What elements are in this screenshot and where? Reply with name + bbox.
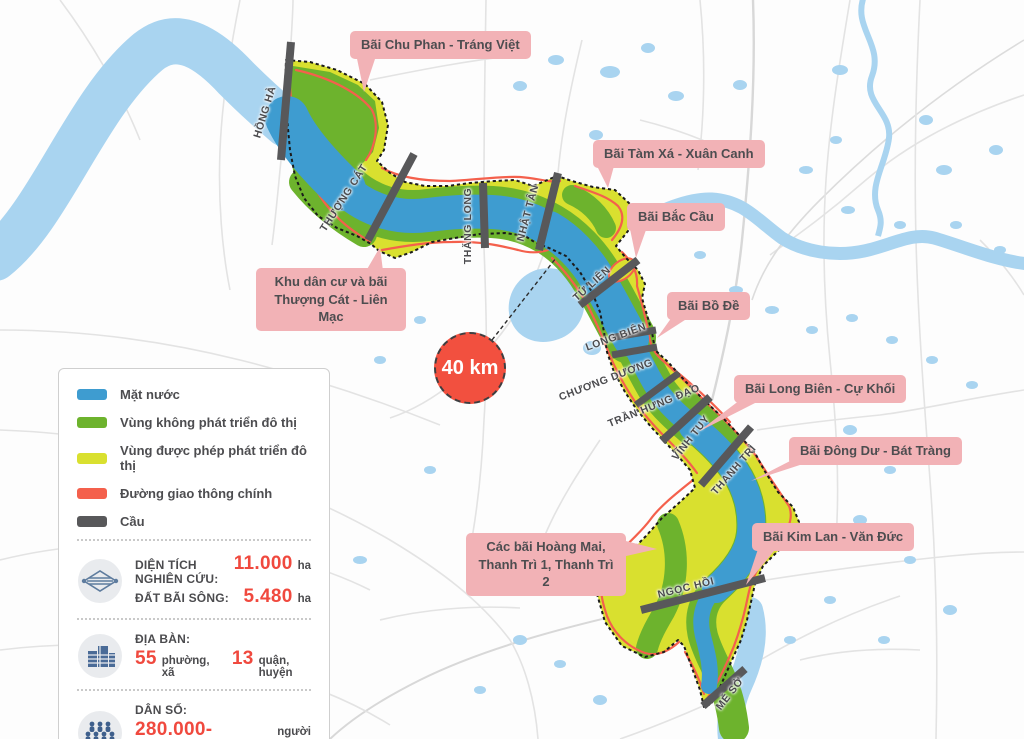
main-road-swatch-icon: [77, 488, 107, 499]
bridge-thanh-tri: [697, 424, 755, 488]
bridge-thang-long: [479, 182, 489, 249]
divider: [77, 539, 311, 541]
building-icon: [78, 633, 122, 678]
red-river-upstream: [0, 18, 309, 281]
stream-northeast: [858, 0, 893, 237]
scale-pointer-line: [491, 257, 557, 341]
bridge-swatch-icon: [77, 516, 107, 527]
legend-panel: Mặt nước Vùng không phát triển đô thị Vù…: [58, 368, 330, 739]
ward-count-value: 55: [135, 648, 157, 669]
bridges-layer: [277, 41, 766, 710]
duong-river: [627, 192, 1024, 270]
legend-label: Mặt nước: [120, 387, 180, 402]
legend-item-main-roads: Đường giao thông chính: [77, 486, 311, 501]
legend-item-no-development: Vùng không phát triển đô thị: [77, 415, 311, 430]
ward-count-unit: phường, xã: [161, 655, 210, 679]
legend-label: Cầu: [120, 514, 145, 529]
river-bank-value: 5.480: [243, 586, 293, 607]
bridge-thuong-cat: [364, 152, 418, 242]
area-label-kim-lan: Bãi Kim Lan - Văn Đức: [752, 523, 915, 551]
bridge-hong-ha: [277, 41, 295, 161]
label-tails: [356, 54, 806, 585]
river-section-icon: [78, 558, 122, 603]
area-label-hoang-mai: Các bãi Hoàng Mai, Thanh Trì 1, Thanh Tr…: [466, 533, 626, 596]
study-area-label: DIỆN TÍCH NGHIÊN CỨU:: [135, 558, 219, 586]
development-allowed-swatch-icon: [77, 452, 107, 464]
area-label-long-bien-cu-khoi: Bãi Long Biên - Cự Khối: [734, 375, 907, 403]
bridge-tran-hung-dao: [633, 370, 682, 408]
area-label-bac-cau: Bãi Bắc Cầu: [627, 203, 725, 231]
scale-marker: 40 km: [434, 332, 506, 404]
population-label: DÂN SỐ:: [135, 703, 188, 717]
divider: [77, 618, 311, 620]
stat-group-area: DIỆN TÍCH NGHIÊN CỨU: 11.000 ha ĐẤT BÃI …: [77, 553, 311, 608]
bridge-vinh-tuy: [659, 394, 713, 444]
water-swatch-icon: [77, 389, 107, 400]
bridge-chuong-duong: [611, 343, 658, 359]
legend-item-bridge: Cầu: [77, 514, 311, 529]
district-count-unit: quận, huyện: [258, 655, 293, 679]
legend-label: Đường giao thông chính: [120, 486, 273, 501]
west-lake: [508, 268, 585, 342]
legend-item-development-allowed: Vùng được phép phát triển đô thị: [77, 443, 311, 473]
area-label-dong-du: Bãi Đông Dư - Bát Tràng: [789, 437, 962, 465]
bridge-ngoc-hoi: [640, 574, 766, 614]
area-label-bo-de: Bãi Bồ Đề: [667, 292, 751, 320]
stat-group-district: ĐỊA BÀN: 55 phường, xã 13 quận, huyện: [77, 632, 311, 679]
area-label-tam-xa: Bãi Tàm Xá - Xuân Canh: [593, 140, 765, 168]
river-bank-label: ĐẤT BÃI SÔNG:: [135, 591, 229, 605]
legend-item-water: Mặt nước: [77, 387, 311, 402]
no-development-swatch-icon: [77, 417, 107, 428]
scale-marker-text: 40 km: [441, 356, 499, 379]
divider: [77, 689, 311, 691]
bridge-label-thang-long: THĂNG LONG: [462, 187, 474, 265]
stat-group-population: DÂN SỐ: 280.000-320.000 người: [77, 703, 311, 739]
people-icon: [78, 711, 122, 739]
area-label-khu-dan-cu: Khu dân cư và bãi Thượng Cát - Liên Mạc: [256, 268, 406, 331]
district-count-value: 13: [231, 648, 254, 669]
bridge-tu-lien: [577, 256, 641, 309]
area-label-chu-phan: Bãi Chu Phan - Tráng Việt: [350, 31, 531, 59]
river-bank-unit: ha: [297, 593, 311, 605]
study-area-value: 11.000: [233, 553, 293, 574]
bridge-long-bien: [609, 326, 657, 342]
study-area-unit: ha: [297, 560, 311, 572]
population-unit: người: [277, 726, 311, 738]
legend-label: Vùng được phép phát triển đô thị: [120, 443, 307, 473]
legend-label: Vùng không phát triển đô thị: [120, 415, 297, 430]
population-value: 280.000-320.000: [135, 719, 213, 739]
bridge-me-so: [700, 665, 748, 710]
bridge-nhat-tan: [535, 172, 562, 251]
district-label: ĐỊA BÀN:: [135, 632, 191, 646]
